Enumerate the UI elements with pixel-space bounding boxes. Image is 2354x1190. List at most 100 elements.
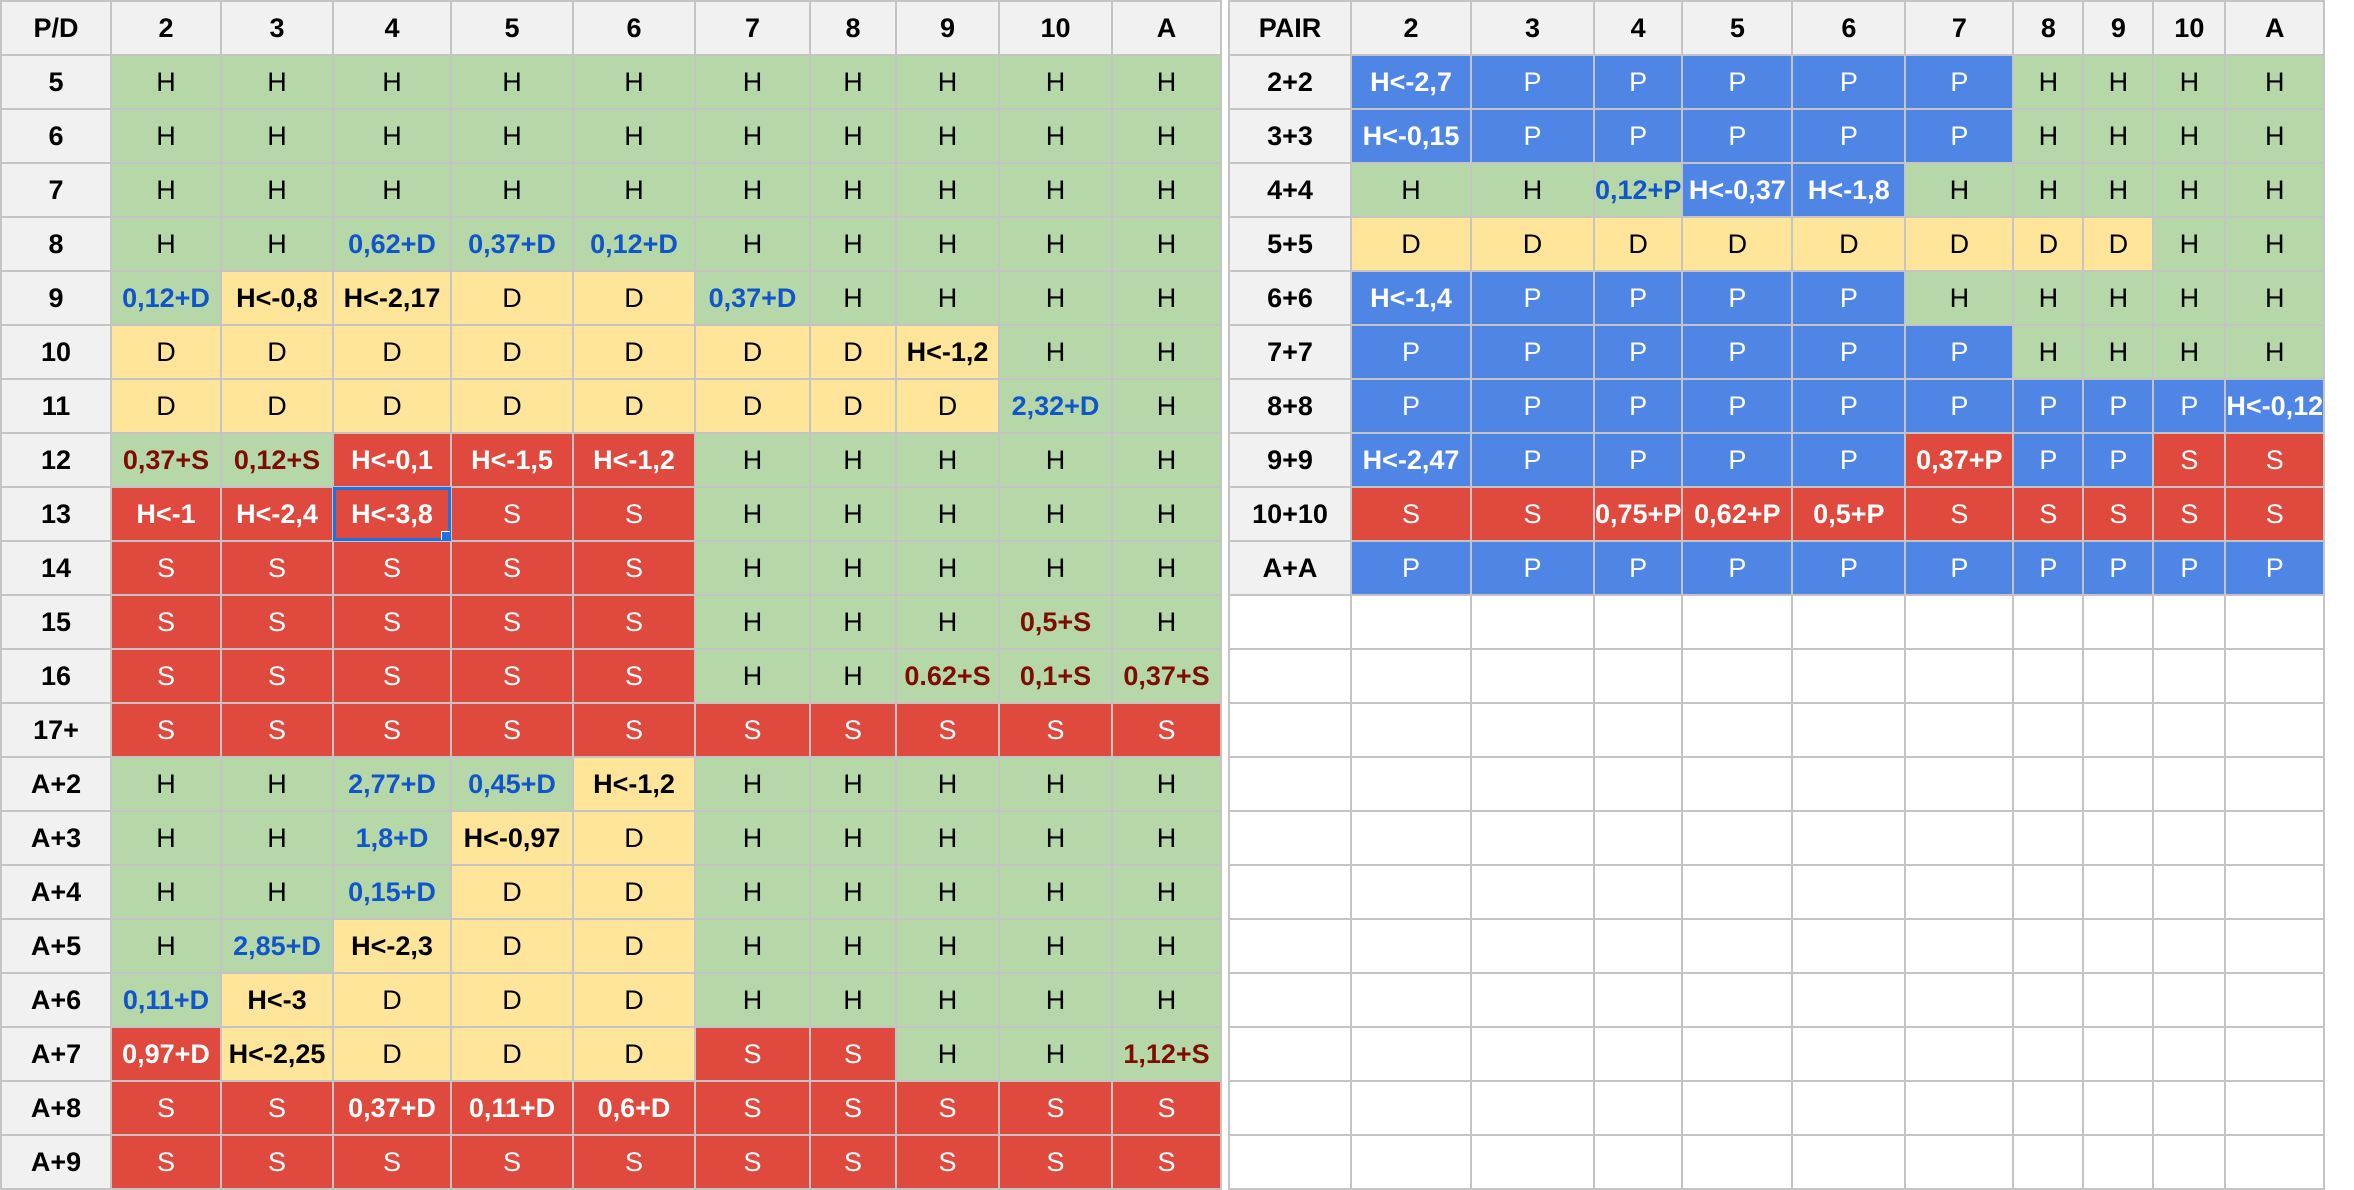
column-header-dealer-3[interactable]: 3 (220, 0, 334, 56)
strategy-cell[interactable]: S (694, 1080, 811, 1136)
empty-cell[interactable] (1350, 756, 1472, 812)
strategy-cell[interactable]: H (2152, 216, 2227, 272)
strategy-cell[interactable]: H (998, 918, 1113, 974)
strategy-cell[interactable]: P (1592, 54, 1684, 110)
strategy-cell[interactable]: 0,37+S (110, 432, 222, 488)
strategy-cell[interactable]: H (2082, 270, 2155, 326)
strategy-cell[interactable]: S (220, 702, 334, 758)
strategy-cell[interactable]: 1,12+S (1111, 1026, 1222, 1082)
corner-header-cell[interactable]: P/D (0, 0, 112, 56)
strategy-cell[interactable]: S (572, 486, 696, 542)
strategy-cell[interactable]: H (1111, 918, 1222, 974)
row-header-player-hand[interactable]: A+9 (0, 1134, 112, 1190)
strategy-cell[interactable]: D (694, 324, 811, 380)
strategy-cell[interactable]: H (220, 756, 334, 812)
empty-cell[interactable] (1470, 972, 1595, 1028)
strategy-cell[interactable]: P (1791, 54, 1907, 110)
strategy-cell[interactable]: 0,37+S (1111, 648, 1222, 704)
empty-cell[interactable] (1350, 864, 1472, 920)
strategy-cell[interactable]: 0,12+S (220, 432, 334, 488)
empty-cell[interactable] (1470, 1026, 1595, 1082)
strategy-cell[interactable]: H (332, 108, 452, 164)
empty-cell[interactable] (2012, 702, 2085, 758)
strategy-cell[interactable]: H (450, 108, 574, 164)
strategy-cell[interactable]: H (895, 270, 1000, 326)
strategy-cell[interactable]: P (2152, 540, 2227, 596)
strategy-cell[interactable]: 2,77+D (332, 756, 452, 812)
row-header-player-hand[interactable]: 14 (0, 540, 112, 596)
strategy-cell[interactable]: S (1470, 486, 1595, 542)
strategy-cell[interactable]: D (572, 324, 696, 380)
strategy-cell[interactable]: H<-0,15 (1350, 108, 1472, 164)
strategy-cell[interactable]: D (450, 378, 574, 434)
strategy-cell[interactable]: P (1681, 270, 1794, 326)
strategy-cell[interactable]: P (2082, 540, 2155, 596)
empty-cell[interactable] (2082, 702, 2155, 758)
strategy-cell[interactable]: P (1470, 432, 1595, 488)
strategy-cell[interactable]: H<-3 (220, 972, 334, 1028)
strategy-cell[interactable]: D (1470, 216, 1595, 272)
strategy-cell[interactable]: H (2224, 54, 2326, 110)
row-header-player-hand[interactable]: 10+10 (1228, 486, 1352, 542)
strategy-cell[interactable]: D (1904, 216, 2015, 272)
strategy-cell[interactable]: H (2012, 54, 2085, 110)
empty-cell[interactable] (2152, 918, 2227, 974)
row-header-player-hand[interactable]: A+5 (0, 918, 112, 974)
column-header-dealer-5[interactable]: 5 (450, 0, 574, 56)
empty-cell[interactable] (1350, 1080, 1472, 1136)
strategy-cell[interactable]: D (572, 378, 696, 434)
strategy-cell[interactable]: S (572, 648, 696, 704)
strategy-cell[interactable]: H (895, 54, 1000, 110)
empty-cell[interactable] (1791, 594, 1907, 650)
row-header-player-hand[interactable]: A+4 (0, 864, 112, 920)
empty-cell[interactable] (2082, 810, 2155, 866)
empty-cell[interactable] (1228, 810, 1352, 866)
empty-cell[interactable] (1228, 972, 1352, 1028)
empty-cell[interactable] (2082, 1026, 2155, 1082)
strategy-cell[interactable]: H (1111, 432, 1222, 488)
strategy-cell[interactable]: S (809, 702, 897, 758)
strategy-cell[interactable]: H<-1,2 (572, 432, 696, 488)
strategy-cell[interactable]: D (895, 378, 1000, 434)
strategy-cell[interactable]: D (1592, 216, 1684, 272)
strategy-cell[interactable]: H (809, 810, 897, 866)
strategy-cell[interactable]: S (110, 1080, 222, 1136)
empty-cell[interactable] (1592, 1134, 1684, 1190)
strategy-cell[interactable]: H (998, 108, 1113, 164)
strategy-cell[interactable]: H (110, 108, 222, 164)
empty-cell[interactable] (2082, 648, 2155, 704)
empty-cell[interactable] (1350, 1134, 1472, 1190)
strategy-cell[interactable]: P (1904, 324, 2015, 380)
strategy-cell[interactable]: S (1111, 1134, 1222, 1190)
strategy-cell[interactable]: H<-0,37 (1681, 162, 1794, 218)
empty-cell[interactable] (1681, 648, 1794, 704)
strategy-cell[interactable]: H (895, 864, 1000, 920)
strategy-cell[interactable]: H (2152, 54, 2227, 110)
strategy-cell[interactable]: 0,12+D (572, 216, 696, 272)
empty-cell[interactable] (1592, 972, 1684, 1028)
strategy-cell[interactable]: H (2012, 162, 2085, 218)
strategy-cell[interactable]: H (998, 540, 1113, 596)
strategy-cell[interactable]: D (572, 810, 696, 866)
column-header-dealer-a[interactable]: A (1111, 0, 1222, 56)
strategy-cell[interactable]: H (110, 918, 222, 974)
empty-cell[interactable] (1904, 1134, 2015, 1190)
strategy-cell[interactable]: D (220, 378, 334, 434)
strategy-cell[interactable]: S (110, 702, 222, 758)
strategy-cell[interactable]: P (1681, 540, 1794, 596)
strategy-cell[interactable]: D (110, 324, 222, 380)
empty-cell[interactable] (1681, 864, 1794, 920)
strategy-cell[interactable]: S (1111, 1080, 1222, 1136)
strategy-cell[interactable]: H (220, 810, 334, 866)
empty-cell[interactable] (1681, 810, 1794, 866)
strategy-cell[interactable]: P (1350, 324, 1472, 380)
strategy-cell[interactable]: H (1111, 270, 1222, 326)
strategy-cell[interactable]: H (694, 54, 811, 110)
empty-cell[interactable] (1470, 864, 1595, 920)
empty-cell[interactable] (2152, 594, 2227, 650)
strategy-cell[interactable]: H (694, 810, 811, 866)
strategy-cell[interactable]: H (1111, 594, 1222, 650)
empty-cell[interactable] (1470, 756, 1595, 812)
strategy-cell[interactable]: P (1791, 108, 1907, 164)
strategy-cell[interactable]: S (1350, 486, 1472, 542)
